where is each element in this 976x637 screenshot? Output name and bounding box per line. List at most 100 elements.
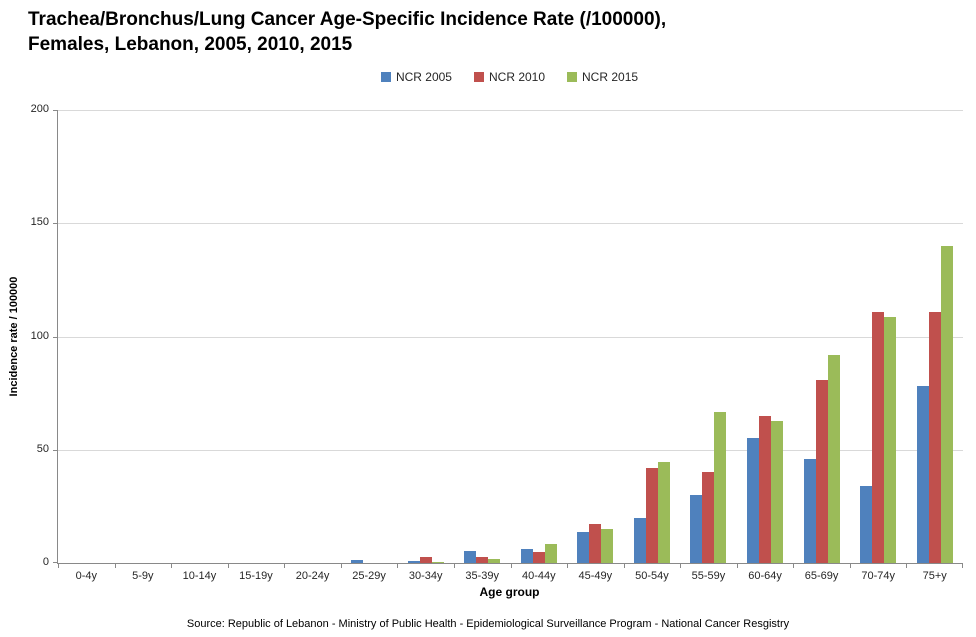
x-axis-category-label: 35-39y: [465, 570, 500, 582]
x-axis-category-label: 10-14y: [182, 570, 217, 582]
bar-ncr-2015: [544, 544, 557, 563]
bar-group: [737, 110, 794, 563]
bar-ncr-2005: [803, 459, 816, 563]
x-axis-category-label: 55-59y: [691, 570, 726, 582]
bar-ncr-2005: [577, 532, 590, 563]
y-gridline: [58, 449, 963, 451]
bar-group: [454, 110, 511, 563]
x-axis-category-label: 25-29y: [352, 570, 386, 582]
bar-ncr-2015: [488, 559, 501, 563]
bar-ncr-2010: [645, 468, 658, 563]
y-axis-tick: [53, 336, 58, 338]
bar-ncr-2015: [657, 462, 670, 563]
chart-title: Trachea/Bronchus/Lung Cancer Age-Specifi…: [28, 7, 788, 57]
plot-area: 0 50 100 150 200 0-4y 5-9y 10-14y 15-19y 20-24y 25…: [31, 104, 963, 582]
bar-ncr-2005: [860, 486, 873, 563]
x-axis-category-label: 20-24y: [295, 570, 330, 582]
bar-ncr-2005: [407, 561, 420, 563]
legend-item: NCR 2010: [473, 70, 546, 84]
legend-item: NCR 2015: [567, 70, 638, 84]
bar-group: [115, 110, 172, 563]
x-axis-title: Age group: [479, 585, 540, 599]
y-axis-tick-label: 150: [30, 216, 49, 229]
x-axis-tick: [962, 563, 963, 568]
bar-ncr-2005: [464, 551, 477, 563]
chart-title-line2: Females, Lebanon, 2005, 2010, 2015: [28, 34, 353, 56]
bar-group: [680, 110, 737, 563]
bar-group: [228, 110, 285, 563]
x-axis-tick: [511, 563, 512, 568]
bar-group: [567, 110, 624, 563]
x-axis-tick: [284, 563, 285, 568]
legend-label: NCR 2005: [395, 70, 452, 84]
x-axis-tick: [341, 563, 342, 568]
x-axis-tick: [793, 563, 794, 568]
bar-ncr-2015: [827, 355, 840, 563]
bar-group: [341, 110, 398, 563]
bar-ncr-2010: [476, 557, 489, 563]
bar-ncr-2005: [916, 386, 929, 563]
y-axis-tick: [53, 110, 58, 111]
x-axis-tick: [624, 563, 625, 568]
bar-group: [793, 110, 850, 563]
bar-ncr-2015: [771, 421, 784, 563]
y-gridline: [58, 223, 963, 225]
y-axis-tick: [53, 449, 58, 451]
bar-ncr-2010: [532, 552, 545, 563]
x-axis-tick: [58, 563, 59, 568]
bar-ncr-2010: [419, 557, 432, 563]
y-axis-tick-label: 100: [30, 329, 49, 342]
legend-swatch: [473, 72, 484, 82]
bar-group: [171, 110, 228, 563]
legend: NCR 2005 NCR 2010 NCR 2015: [57, 70, 962, 84]
bar-ncr-2015: [601, 529, 614, 563]
y-axis-tick-label: 0: [42, 556, 49, 568]
legend-label: NCR 2010: [488, 70, 546, 84]
bar-ncr-2010: [589, 524, 602, 563]
source-note: Source: Republic of Lebanon - Ministry o…: [186, 618, 790, 630]
bar-ncr-2005: [351, 560, 364, 563]
x-axis-category-label: 0-4y: [75, 570, 97, 582]
x-axis-tick: [454, 563, 455, 568]
x-axis-tick: [680, 563, 681, 568]
y-axis-tick: [53, 223, 58, 225]
x-axis-category-label: 45-49y: [578, 570, 613, 582]
bar-ncr-2005: [690, 495, 703, 563]
legend-swatch: [380, 72, 391, 82]
y-axis-tick-label: 50: [36, 442, 49, 455]
legend-label: NCR 2015: [582, 70, 639, 84]
bar-group: [397, 110, 454, 563]
x-axis-category-label: 30-34y: [408, 570, 443, 582]
bar-group: [624, 110, 681, 563]
bar-ncr-2015: [431, 562, 444, 563]
x-axis-category-label: 65-69y: [804, 570, 839, 582]
x-axis-category-label: 40-44y: [521, 570, 556, 582]
x-axis-category-label: 70-74y: [861, 570, 895, 582]
bar-group: [850, 110, 907, 563]
bar-ncr-2015: [884, 317, 897, 563]
bar-ncr-2010: [702, 472, 715, 563]
bar-ncr-2010: [759, 416, 772, 563]
x-axis-category-label: 5-9y: [132, 570, 154, 582]
bar-group: [511, 110, 568, 563]
bar-ncr-2005: [747, 438, 760, 563]
bar-ncr-2015: [714, 412, 727, 563]
x-axis-tick: [737, 563, 738, 568]
legend-item: NCR 2005: [380, 70, 452, 84]
bar-ncr-2010: [928, 312, 941, 563]
x-axis-tick: [906, 563, 907, 568]
x-axis-tick: [228, 563, 229, 568]
y-gridline: [58, 336, 963, 338]
x-axis-category-label: 60-64y: [748, 570, 782, 582]
bar-ncr-2015: [940, 246, 953, 563]
legend-swatch: [567, 72, 578, 82]
x-axis-category-label: 15-19y: [239, 570, 273, 582]
x-axis-tick: [115, 563, 116, 568]
y-axis-tick: [53, 562, 58, 563]
bar-group: [906, 110, 963, 563]
x-axis-category-label: 50-54y: [635, 570, 669, 582]
bar-ncr-2005: [520, 549, 533, 563]
chart-title-line1: Trachea/Bronchus/Lung Cancer Age-Specifi…: [28, 9, 667, 30]
bar-group: [58, 110, 115, 563]
